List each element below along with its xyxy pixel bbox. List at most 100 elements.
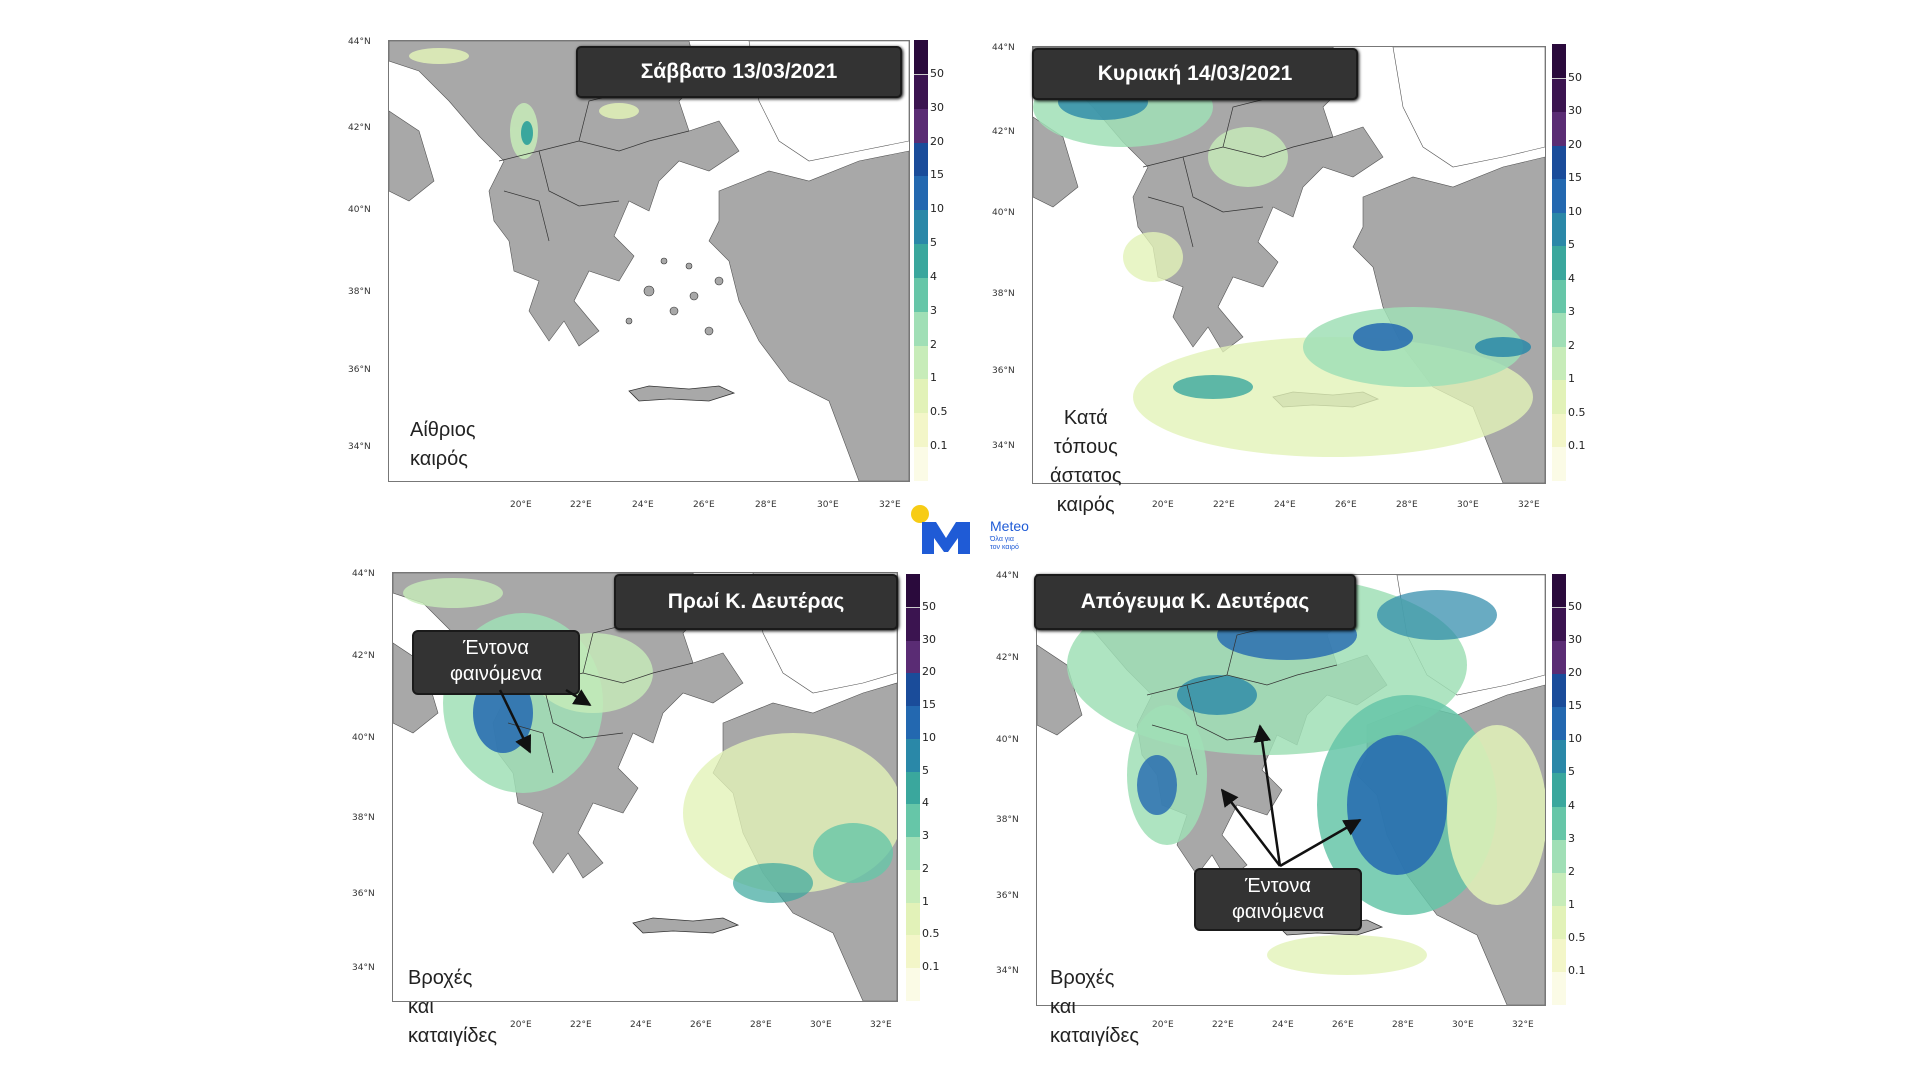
legend-color-cell [914,310,928,346]
legend-color-cell [1552,706,1566,741]
lat-tick: 42°N [348,123,371,133]
legend-label: 10 [1568,204,1582,218]
legend-label: 30 [930,100,944,114]
tagline-line: τον καιρό [990,544,1019,551]
italy-land [1037,644,1083,736]
legend-color-cell [906,803,920,838]
legend-color-cell [906,836,920,870]
legend-color-cell [1552,739,1566,774]
legend-label: 2 [1568,338,1575,352]
lon-tick: 30°E [810,1020,832,1030]
crete-island [632,917,740,934]
legend-color-cell [1552,44,1566,78]
panel-title: Κυριακή 14/03/2021 [1032,48,1358,100]
legend-label: 1 [930,371,937,385]
legend-color-cell [1552,412,1566,448]
legend-color-cell [1552,574,1566,608]
lon-tick: 28°E [1396,500,1418,510]
legend-label: 5 [1568,238,1575,252]
legend-color-cell [906,967,920,1001]
lon-tick: 22°E [570,500,592,510]
legend-label: 10 [930,202,944,216]
lat-tick: 38°N [352,813,375,823]
legend-label: 50 [930,66,944,80]
legend-label: 0.1 [930,439,948,453]
legend-label: 4 [1568,271,1575,285]
legend-label: 20 [1568,666,1582,680]
legend-label: 50 [1568,70,1582,84]
legend-color-cell [1552,211,1566,247]
legend-color-cell [1552,838,1566,873]
legend-color-cell [914,209,928,245]
legend-color-cell [906,934,920,969]
lon-tick: 24°E [1272,1020,1294,1030]
callout-line: Έντονα [463,637,529,659]
legend-color-cell [914,73,928,109]
legend-label: 4 [930,269,937,283]
lat-tick: 40°N [996,735,1019,745]
legend-label: 2 [930,337,937,351]
legend-label: 3 [930,303,937,317]
legend-label: 15 [930,168,944,182]
legend-label: 0.1 [1568,439,1586,453]
lat-tick: 38°N [992,289,1015,299]
legend-label: 50 [922,599,936,613]
legend-color-cell [1552,278,1566,314]
lon-tick: 28°E [755,500,777,510]
legend-label: 0.1 [1568,963,1586,977]
map-svg [389,41,909,481]
legend-color-cell [914,107,928,143]
lon-tick: 32°E [879,500,901,510]
legend-color-cell [1552,673,1566,708]
lon-tick: 20°E [1152,500,1174,510]
lon-tick: 32°E [1512,1020,1534,1030]
lat-tick: 38°N [348,287,371,297]
meteo-logo: Meteo Όλα για τον καιρό [910,502,1050,558]
legend-color-cell [1552,607,1566,642]
legend-color-cell [1552,871,1566,906]
legend-color-cell [1552,312,1566,347]
legend-color-cell [906,574,920,607]
legend-label: 50 [1568,600,1582,614]
lat-tick: 44°N [996,571,1019,581]
lat-tick: 36°N [992,366,1015,376]
lat-tick: 40°N [348,205,371,215]
legend-label: 15 [1568,171,1582,185]
legend-color-cell [914,276,928,312]
lat-tick: 44°N [348,37,371,47]
lat-tick: 40°N [992,208,1015,218]
lat-tick: 34°N [996,966,1019,976]
summary-line: Βροχές και καταιγίδες [408,967,498,1047]
legend-color-cell [1552,111,1566,146]
legend-label: 5 [1568,765,1575,779]
legend-label: 30 [1568,104,1582,118]
summary-line: Βροχές και καταιγίδες [1050,967,1140,1047]
legend-color-cell [1552,446,1566,481]
legend-color-cell [914,141,928,177]
panel-title: Απόγευμα Κ. Δευτέρας [1034,574,1356,630]
legend-color-cell [1552,937,1566,972]
legend-color-cell [914,378,928,414]
legend-label: 30 [922,632,936,646]
weather-summary: Αίθριος καιρός [410,416,476,474]
weather-summary: Κατά τόπους άστατος καιρός [1050,404,1121,520]
legend-color-cell [906,737,920,772]
legend-color-cell [914,412,928,448]
lon-tick: 24°E [632,500,654,510]
legend-label: 20 [1568,137,1582,151]
lat-tick: 38°N [996,815,1019,825]
legend-label: 20 [930,134,944,148]
lat-tick: 34°N [348,442,371,452]
legend-color-cell [906,672,920,707]
precip-legend: 0.1 0.5 1 2 3 4 5 10 15 20 30 50 [1552,44,1586,481]
panel-title: Σάββατο 13/03/2021 [576,46,902,98]
lon-tick: 32°E [1518,500,1540,510]
legend-label: 0.5 [1568,930,1586,944]
lon-tick: 28°E [1392,1020,1414,1030]
italy-land [389,110,435,202]
lat-tick: 44°N [992,43,1015,53]
legend-color-cell [906,901,920,936]
legend-color-cell [1552,245,1566,280]
map-frame [1036,574,1546,1006]
legend-color-cell [906,868,920,903]
